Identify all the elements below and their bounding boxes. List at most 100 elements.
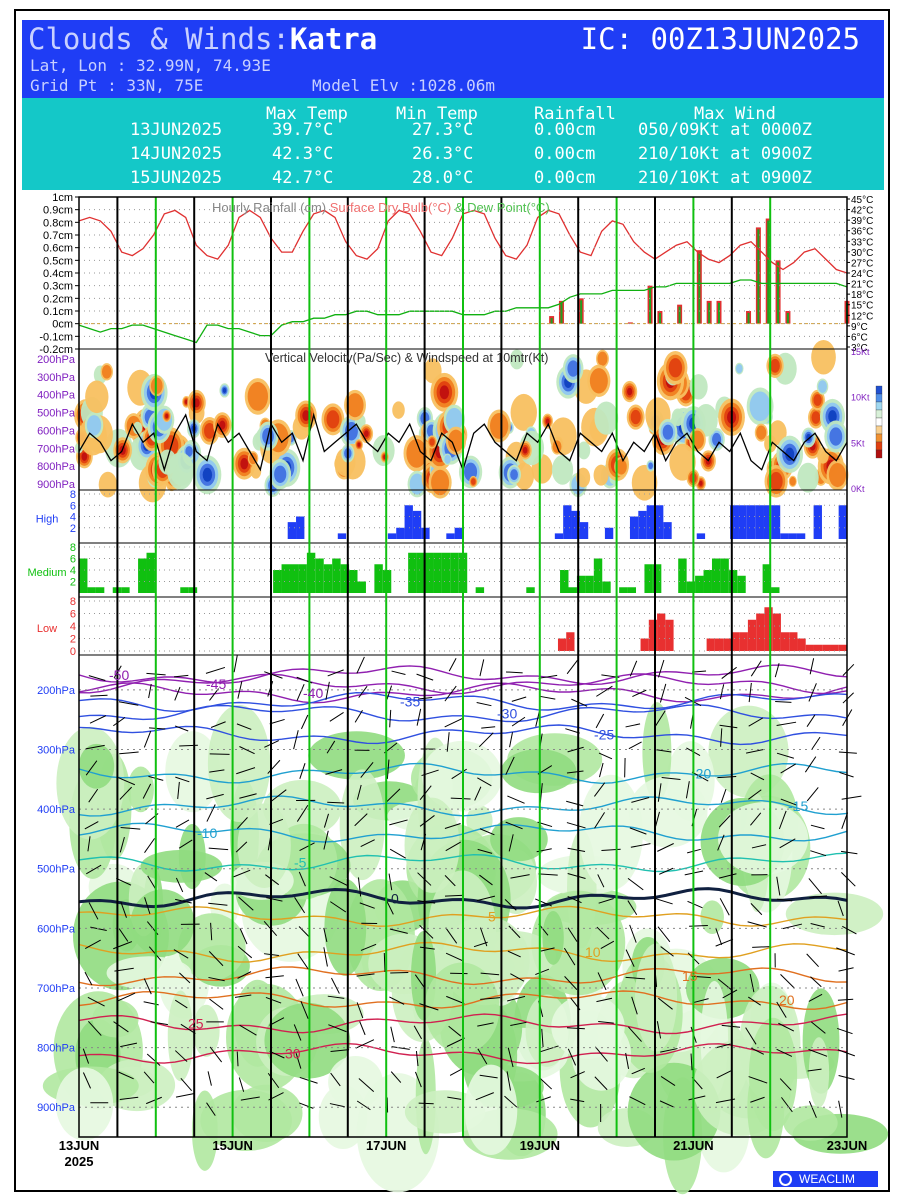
wind-barb bbox=[505, 671, 523, 674]
wind-barb bbox=[173, 674, 189, 678]
medium-cloud-bar bbox=[568, 587, 577, 593]
wind-barb bbox=[265, 874, 280, 886]
wind-barb bbox=[749, 973, 755, 993]
rain-bar-inner bbox=[560, 302, 563, 324]
wind-barb bbox=[386, 788, 401, 803]
wind-barb bbox=[507, 1047, 514, 1068]
wind-barb bbox=[239, 746, 255, 755]
wind-barb bbox=[359, 902, 375, 909]
medium-cloud-bar bbox=[695, 575, 704, 593]
medium-cloud-bar bbox=[374, 564, 383, 593]
wind-barb bbox=[511, 696, 527, 702]
wind-barb bbox=[444, 717, 463, 728]
wind-barb bbox=[295, 1053, 302, 1069]
velocity-blob bbox=[392, 401, 405, 419]
model-elevation: Model Elv :1028.06m bbox=[312, 76, 496, 95]
humidity-patch bbox=[785, 892, 884, 936]
wind-barb bbox=[240, 1096, 260, 1101]
isotherm-label: -5 bbox=[294, 855, 307, 871]
velocity-blob bbox=[545, 418, 550, 424]
wind-barb bbox=[209, 1046, 223, 1063]
wind-barb bbox=[718, 815, 731, 828]
wind-barb bbox=[692, 998, 709, 1004]
wind-barb bbox=[658, 867, 674, 875]
wind-barb bbox=[84, 821, 99, 830]
wind-barb bbox=[142, 783, 152, 799]
wind-barb bbox=[473, 941, 488, 948]
wind-barb bbox=[838, 967, 854, 972]
high-cloud-bar bbox=[446, 533, 455, 539]
row-date: 15JUN2025 bbox=[130, 168, 223, 188]
high-cloud-bar bbox=[780, 533, 789, 539]
medium-cloud-bar bbox=[593, 558, 603, 593]
wind-barb bbox=[719, 898, 730, 916]
wind-barb bbox=[236, 723, 252, 730]
wind-barb bbox=[477, 848, 493, 854]
wind-barb bbox=[477, 777, 492, 787]
medium-cloud-bar bbox=[298, 564, 307, 593]
y2-tick-label: 27°C bbox=[851, 258, 873, 269]
y2-tick-label: 6°C bbox=[851, 332, 868, 343]
humidity-patch bbox=[207, 704, 271, 822]
wind-barb bbox=[233, 655, 238, 673]
humidity-patch bbox=[339, 769, 385, 881]
wind-barb bbox=[480, 997, 501, 1000]
y2-tick-label: 3°C bbox=[851, 343, 868, 354]
rain-bar-inner bbox=[747, 313, 750, 324]
humidity-patch bbox=[501, 749, 577, 794]
y2-tick-label: 12°C bbox=[851, 311, 873, 322]
wind-barb bbox=[660, 1076, 676, 1087]
wind-barb bbox=[566, 822, 586, 829]
wind-barb bbox=[445, 927, 458, 944]
humidity-patch bbox=[490, 817, 548, 862]
wind-barb bbox=[750, 812, 762, 826]
humidity-patch bbox=[628, 776, 708, 848]
logo-icon bbox=[779, 1173, 792, 1186]
rain-bar-inner bbox=[767, 220, 770, 324]
velocity-blob bbox=[250, 463, 262, 479]
wind-barb bbox=[239, 1024, 257, 1036]
velocity-blob bbox=[593, 464, 609, 486]
wind-barb bbox=[144, 838, 156, 853]
wind-barb bbox=[691, 975, 711, 979]
humidity-patch bbox=[167, 990, 194, 1082]
wind-barb bbox=[87, 1021, 102, 1036]
wind-barb bbox=[657, 843, 674, 852]
velocity-blob bbox=[662, 424, 674, 440]
wind-barb bbox=[775, 700, 792, 703]
rain-bar-inner bbox=[777, 262, 780, 324]
velocity-blob bbox=[101, 365, 112, 379]
high-cloud-bar bbox=[412, 510, 422, 539]
wind-barb bbox=[479, 659, 485, 677]
wind-barb bbox=[745, 1027, 757, 1045]
wind-barb bbox=[778, 810, 787, 830]
medium-cloud-bar bbox=[720, 558, 729, 593]
wind-barb bbox=[205, 666, 226, 674]
isotherm-label: 25 bbox=[188, 1016, 204, 1032]
wind-barb bbox=[594, 782, 606, 797]
wind-barb bbox=[174, 999, 188, 1009]
wind-barb bbox=[119, 836, 125, 853]
wind-barb bbox=[323, 830, 329, 850]
wind-barb bbox=[506, 1071, 512, 1091]
wind-barb bbox=[329, 712, 344, 722]
wind-barb bbox=[476, 895, 496, 902]
wind-barb bbox=[419, 946, 435, 950]
velocity-blob bbox=[81, 452, 88, 461]
wind-tick-label: 5Kt bbox=[851, 438, 865, 448]
wind-barb bbox=[808, 993, 823, 1002]
velocity-blob bbox=[202, 467, 213, 482]
pressure-tick-label: 500hPa bbox=[37, 408, 76, 420]
wind-barb bbox=[837, 998, 854, 1001]
wind-barb bbox=[478, 732, 494, 748]
medium-cloud-bar bbox=[306, 552, 316, 593]
medium-cloud-bar bbox=[619, 587, 628, 593]
wind-barb bbox=[806, 787, 819, 802]
wind-barb bbox=[417, 900, 436, 904]
wind-barb bbox=[89, 715, 107, 724]
high-cloud-bar bbox=[771, 505, 781, 539]
isotherm-label: -40 bbox=[303, 685, 323, 701]
rain-bar-inner bbox=[708, 302, 711, 324]
wind-barb bbox=[450, 797, 471, 800]
wind-barb bbox=[806, 714, 816, 727]
